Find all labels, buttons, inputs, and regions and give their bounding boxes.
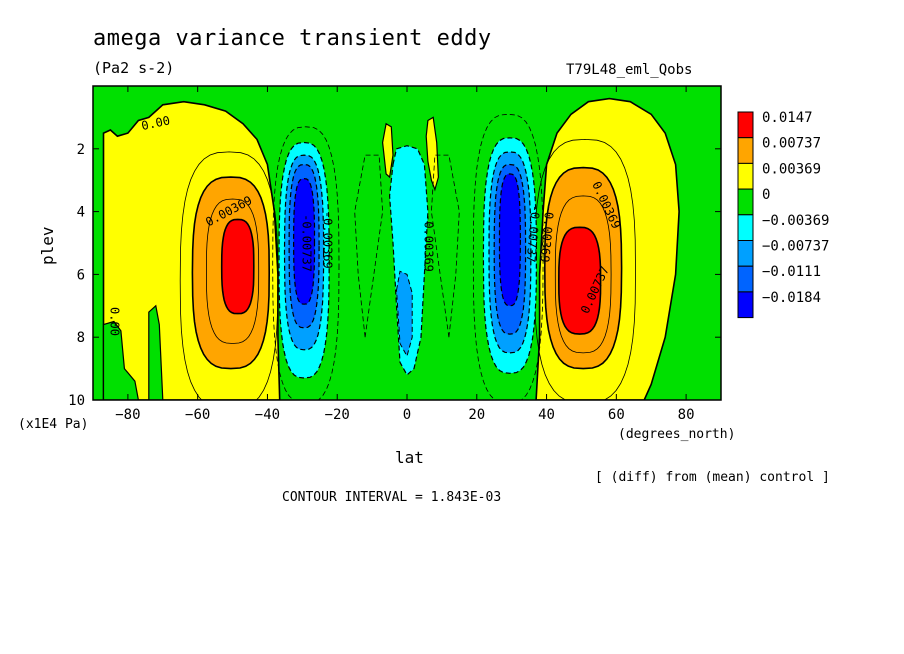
x-axis-units: (degrees_north) [618, 427, 736, 442]
contour-line [179, 151, 279, 400]
contour-line [205, 198, 260, 344]
contour-label: -0.00369 [538, 204, 557, 263]
legend-label: 0 [762, 187, 770, 203]
legend-swatch [737, 265, 754, 293]
legend-swatch [737, 291, 754, 319]
legend-label: −0.0184 [762, 290, 821, 306]
contour-line-negative [272, 126, 340, 400]
legend-swatch [737, 240, 754, 267]
run-id-label: T79L48_eml_Qobs [566, 62, 693, 78]
x-axis: −80 −60 −40 −20 0 20 40 60 80 [115, 86, 695, 423]
min-core-right [498, 173, 522, 307]
y-axis-units: (x1E4 Pa) [18, 417, 89, 432]
positive-blob [425, 116, 440, 192]
contour-label: -0.00737 [299, 214, 313, 272]
legend-label: −0.00737 [762, 239, 829, 255]
x-axis-label: lat [395, 448, 424, 467]
chart-units: (Pa2 s-2) [93, 59, 175, 77]
y-axis: 2 4 6 8 10 [68, 142, 721, 409]
legend-swatch [737, 111, 754, 139]
legend-label: −0.00369 [762, 213, 829, 229]
y-tick-label: 4 [77, 205, 85, 221]
contour-plot-area [93, 86, 721, 400]
legend-label: 0.00737 [762, 136, 821, 152]
contour-line [554, 195, 612, 354]
contour-label: -0.00369 [320, 211, 334, 269]
max-core-right [557, 226, 602, 335]
x-tick-label: −60 [185, 407, 210, 423]
contour-label: -0.00369 [421, 214, 435, 272]
legend-swatch [737, 188, 754, 216]
zero-region-notch [102, 320, 140, 400]
y-tick-label: 2 [77, 142, 85, 158]
legend: 0.0147 0.00737 0.00369 0 −0.00369 −0.00737 −0.… [737, 110, 829, 319]
positive-blob [381, 122, 394, 179]
x-tick-label: 40 [538, 407, 555, 423]
legend-swatch [737, 137, 754, 164]
contour-label: 0.00 [107, 307, 121, 336]
x-tick-label: −80 [115, 407, 140, 423]
contour-label: 0.00 [140, 113, 171, 133]
contour-line-negative [472, 113, 544, 400]
x-tick-label: −40 [255, 407, 280, 423]
diff-note: [ (diff) from (mean) control ] [595, 470, 830, 485]
legend-label: −0.0111 [762, 264, 821, 280]
x-tick-label: 80 [678, 407, 695, 423]
x-tick-label: −20 [325, 407, 350, 423]
y-tick-label: 8 [77, 330, 85, 346]
zero-region-notch [148, 304, 164, 400]
x-tick-label: 20 [468, 407, 485, 423]
max-core-left [220, 218, 255, 315]
legend-swatch [737, 162, 754, 190]
contour-label: -0.00737 [524, 204, 543, 263]
y-axis-label: plev [38, 226, 57, 265]
x-tick-label: 60 [608, 407, 625, 423]
legend-swatch [737, 214, 754, 242]
min-core-left [292, 177, 316, 305]
x-tick-label: 0 [403, 407, 411, 423]
legend-label: 0.00369 [762, 161, 821, 177]
chart-title: amega variance transient eddy [93, 26, 492, 51]
y-tick-label: 6 [77, 267, 85, 283]
y-tick-label: 10 [68, 393, 85, 409]
contour-interval-label: CONTOUR INTERVAL = 1.843E-03 [282, 490, 502, 505]
negative-region-center-inner [395, 270, 413, 358]
legend-label: 0.0147 [762, 110, 813, 126]
